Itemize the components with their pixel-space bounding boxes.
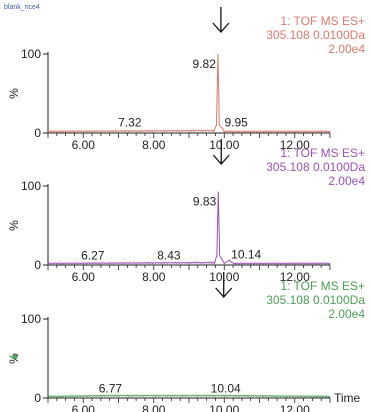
panel-2-y-tick-label: 0 [34,258,41,272]
panel-1-y-axis-label: % [7,88,21,99]
panel-1-y-tick-label: 100 [21,47,41,61]
panel-3-y-tick-label: 100 [21,312,41,326]
panel-2-peak-label: 10.14 [231,247,261,261]
panel-1-x-tick-label: 10.00 [209,138,239,152]
panel-1-legend-line: 305.108 0.0100Da [266,28,365,42]
panel-3-x-tick-label: 6.00 [72,403,96,412]
panel-3-arrow-head [215,287,233,298]
chart-title: blank_rice4 [4,4,40,11]
panel-2-peak-label: 9.83 [193,195,217,209]
panel-3-x-axis-label: Time [334,391,361,405]
panel-2-trace [47,191,331,265]
panel-3-legend-line: 305.108 0.0100Da [266,293,365,307]
panel-2-x-tick-label: 12.00 [280,270,310,284]
panel-1-arrow-head [212,22,230,33]
panel-1-x-tick-label: 8.00 [142,138,166,152]
panel-3-trace [47,394,331,398]
panel-1-peak-label: 9.82 [193,57,217,71]
panel-1-y-tick-label: 0 [34,126,41,140]
panel-1-legend-line: 2.00e4 [328,42,365,56]
panel-2-arrow-head [212,154,230,165]
panel-3-x-tick-label: 12.00 [280,403,310,412]
panel-3-x-tick-label: 8.00 [142,403,166,412]
panel-1-legend-line: 1: TOF MS ES+ [280,14,365,28]
panel-1-trace [47,53,331,133]
panel-1-peak-label: 7.32 [118,116,142,130]
panel-2-peak-label: 8.43 [157,248,181,262]
panel-3-legend-line: 2.00e4 [328,307,365,321]
panel-2-legend-line: 305.108 0.0100Da [266,160,365,174]
panel-2-y-axis-label: % [7,220,21,231]
panel-3-peak-label: 10.04 [211,381,241,395]
panel-1-x-tick-label: 12.00 [280,138,310,152]
panel-2-y-tick-label: 100 [21,179,41,193]
panel-2-x-tick-label: 6.00 [72,270,96,284]
panel-2-peak-label: 6.27 [81,248,105,262]
panel-3-y-tick-label: 0 [34,391,41,405]
panel-1-peak-label: 9.95 [224,115,248,129]
green-marker [13,355,17,359]
panel-3-legend-line: 1: TOF MS ES+ [280,279,365,293]
panel-2-legend-line: 1: TOF MS ES+ [280,146,365,160]
panel-3-peak-label: 6.77 [99,381,123,395]
panel-2-x-tick-label: 8.00 [142,270,166,284]
panel-3-x-tick-label: 10.00 [209,403,239,412]
panel-2-x-tick-label: 10.00 [209,270,239,284]
panel-1-x-tick-label: 6.00 [72,138,96,152]
panel-2-legend-line: 2.00e4 [328,174,365,188]
